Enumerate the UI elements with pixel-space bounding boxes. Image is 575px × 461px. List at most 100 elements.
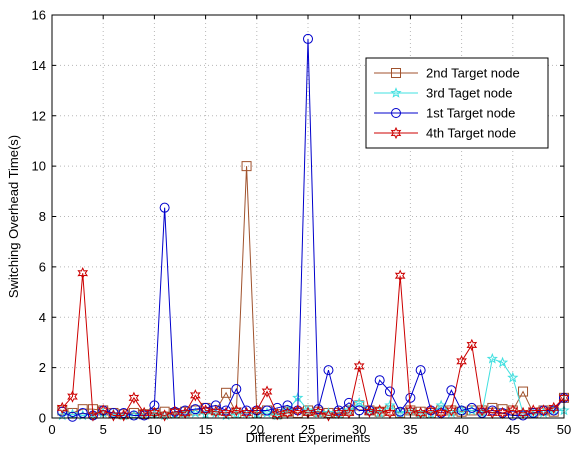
data-point — [507, 410, 518, 421]
legend-label: 2nd Target node — [426, 66, 520, 81]
data-point — [169, 405, 181, 418]
legend-item: 4th Target node — [374, 126, 516, 141]
data-point — [548, 401, 560, 415]
data-point — [262, 405, 273, 416]
y-tick-label: 0 — [39, 411, 46, 426]
data-point — [476, 404, 488, 417]
data-point — [486, 352, 498, 364]
legend-marker — [391, 68, 401, 78]
data-point — [108, 409, 119, 422]
data-point — [190, 389, 201, 402]
grid — [52, 15, 564, 418]
data-point — [496, 356, 509, 368]
x-tick-label: 10 — [147, 422, 161, 437]
x-tick-label: 0 — [48, 422, 55, 437]
legend-marker — [390, 126, 402, 140]
data-point — [303, 33, 313, 44]
legend-item: 2nd Target node — [374, 66, 520, 81]
data-point — [231, 384, 242, 395]
data-point — [384, 386, 395, 397]
data-point — [149, 400, 160, 411]
data-point — [456, 355, 467, 368]
data-point — [538, 404, 549, 417]
data-point — [128, 410, 139, 421]
x-tick-label: 15 — [198, 422, 212, 437]
axis-ticks: 0 5 10 15 20 25 30 35 40 45 50 0 2 4 6 8 10 12 14 16 — [32, 8, 572, 438]
data-point — [353, 396, 365, 408]
legend-label: 3rd Taget node — [426, 86, 513, 101]
data-point — [312, 405, 324, 418]
data-point — [322, 407, 335, 418]
legend-item: 3rd Taget node — [374, 86, 513, 101]
data-point — [77, 267, 89, 280]
data-point — [77, 404, 88, 415]
data-point — [67, 390, 78, 403]
data-point — [159, 406, 170, 417]
legend-marker — [390, 87, 402, 98]
x-tick-label: 35 — [403, 422, 417, 437]
data-point — [87, 409, 99, 422]
data-point — [405, 392, 416, 403]
data-point — [118, 409, 130, 422]
legend-label: 1st Target node — [426, 106, 515, 121]
data-point — [364, 405, 375, 418]
data-point — [487, 402, 498, 413]
data-point — [56, 401, 68, 415]
data-point — [394, 407, 406, 418]
x-tick-label: 5 — [100, 422, 107, 437]
legend-label: 4th Target node — [426, 126, 516, 141]
data-point — [221, 387, 232, 398]
data-point — [77, 407, 88, 418]
data-point — [292, 404, 304, 417]
data-point — [128, 409, 140, 421]
data-point — [425, 404, 437, 417]
data-point — [128, 391, 140, 405]
legend: 2nd Target node 3rd Taget node 1st Target … — [365, 57, 549, 149]
data-point — [374, 404, 386, 417]
y-tick-label: 10 — [32, 159, 46, 174]
data-point — [466, 402, 477, 413]
data-point — [497, 404, 508, 415]
series-4 — [56, 267, 570, 422]
data-point — [394, 269, 406, 282]
data-point — [374, 375, 385, 386]
data-point — [323, 409, 334, 422]
data-point — [271, 408, 283, 421]
x-tick-label: 40 — [454, 422, 468, 437]
y-axis-label: Switching Overhead Time(s) — [6, 135, 21, 298]
y-tick-label: 14 — [32, 58, 46, 73]
data-point — [189, 407, 201, 418]
data-point — [466, 338, 478, 352]
data-point — [302, 404, 314, 416]
legend-marker — [391, 108, 401, 118]
data-point — [56, 409, 68, 421]
legend-item: 1st Target node — [374, 106, 515, 121]
data-point — [67, 411, 78, 422]
x-tick-label: 25 — [301, 422, 315, 437]
x-axis-label: Different Experiments — [246, 430, 371, 445]
y-tick-label: 4 — [39, 310, 46, 325]
data-point — [527, 404, 539, 417]
data-point — [353, 360, 365, 373]
series-line — [62, 38, 565, 418]
data-point — [241, 161, 252, 172]
y-tick-label: 2 — [39, 360, 46, 375]
x-tick-label: 45 — [506, 422, 520, 437]
data-point — [507, 371, 519, 383]
data-point — [455, 404, 468, 416]
x-tick-label: 30 — [352, 422, 366, 437]
data-point — [518, 386, 529, 397]
data-point — [190, 404, 201, 415]
data-point — [230, 404, 242, 417]
data-point — [210, 405, 222, 418]
data-point — [415, 365, 426, 376]
data-point — [261, 385, 273, 398]
y-tick-label: 8 — [39, 209, 46, 224]
x-tick-label: 50 — [557, 422, 571, 437]
series-group — [56, 33, 570, 422]
data-point — [159, 202, 170, 213]
data-point — [159, 409, 170, 422]
y-tick-label: 6 — [39, 259, 46, 274]
data-point — [282, 400, 293, 411]
data-point — [323, 365, 334, 376]
